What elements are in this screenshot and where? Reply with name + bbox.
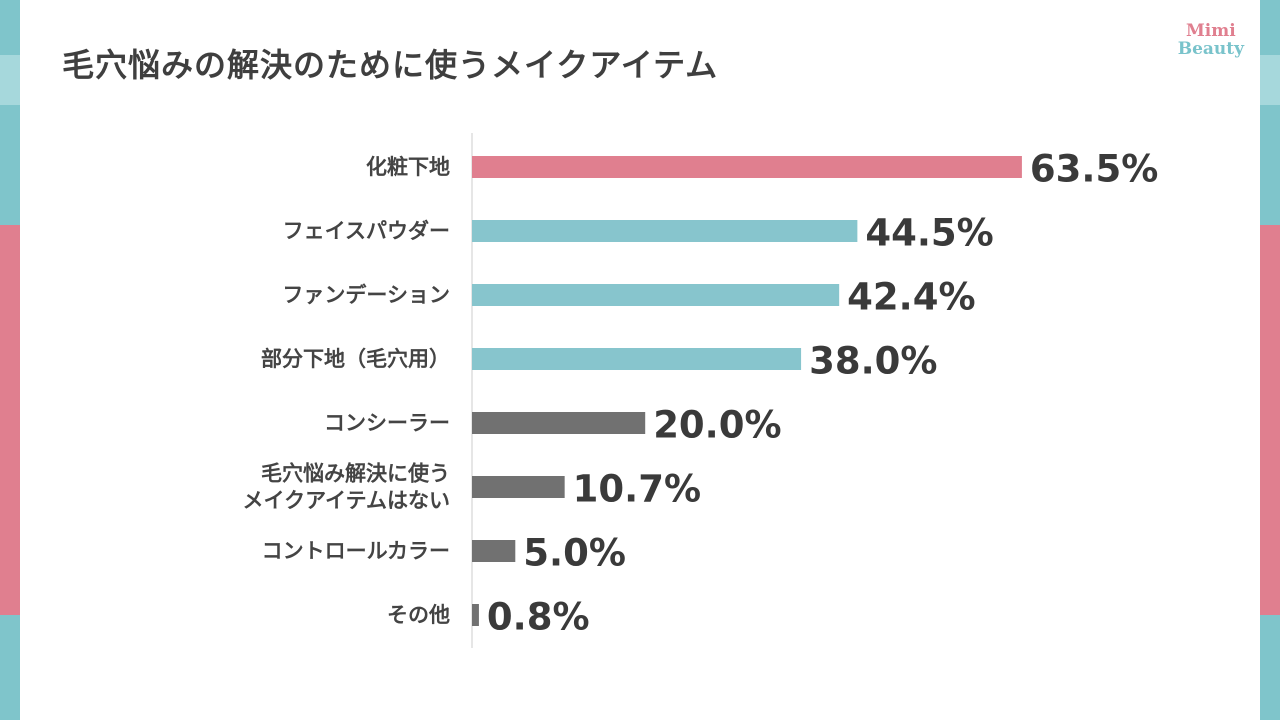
page-title: 毛穴悩みの解決のために使うメイクアイテム bbox=[62, 46, 719, 84]
value-label: 63.5% bbox=[1030, 148, 1158, 191]
bar bbox=[472, 348, 802, 370]
bar bbox=[472, 412, 646, 434]
bar bbox=[472, 284, 840, 306]
category-label: その他 bbox=[387, 603, 450, 627]
category-label: 化粧下地 bbox=[366, 155, 450, 179]
value-label: 42.4% bbox=[847, 276, 975, 319]
category-label: 部分下地（毛穴用） bbox=[261, 347, 450, 371]
value-label: 38.0% bbox=[809, 340, 937, 383]
logo-line-1: Mimi bbox=[1185, 21, 1236, 41]
brand-logo: Mimi Beauty bbox=[1178, 22, 1244, 58]
bar bbox=[472, 540, 516, 562]
category-label: コンシーラー bbox=[324, 411, 450, 435]
left-decor-stripe bbox=[0, 0, 20, 720]
right-decor-stripe bbox=[1260, 0, 1280, 720]
category-label: 毛穴悩み解決に使う bbox=[261, 462, 450, 486]
value-label: 10.7% bbox=[573, 468, 701, 511]
bar bbox=[472, 476, 565, 498]
category-label: コントロールカラー bbox=[262, 539, 450, 563]
category-label: ファンデーション bbox=[282, 283, 450, 307]
value-label: 0.8% bbox=[487, 596, 590, 639]
bar bbox=[472, 220, 858, 242]
category-label: メイクアイテムはない bbox=[243, 489, 450, 513]
value-label: 20.0% bbox=[653, 404, 781, 447]
value-label: 44.5% bbox=[865, 212, 993, 255]
bar bbox=[472, 604, 479, 626]
value-label: 5.0% bbox=[523, 532, 626, 575]
category-label: フェイスパウダー bbox=[283, 219, 450, 243]
logo-line-2: Beauty bbox=[1177, 39, 1244, 59]
bar bbox=[472, 156, 1022, 178]
